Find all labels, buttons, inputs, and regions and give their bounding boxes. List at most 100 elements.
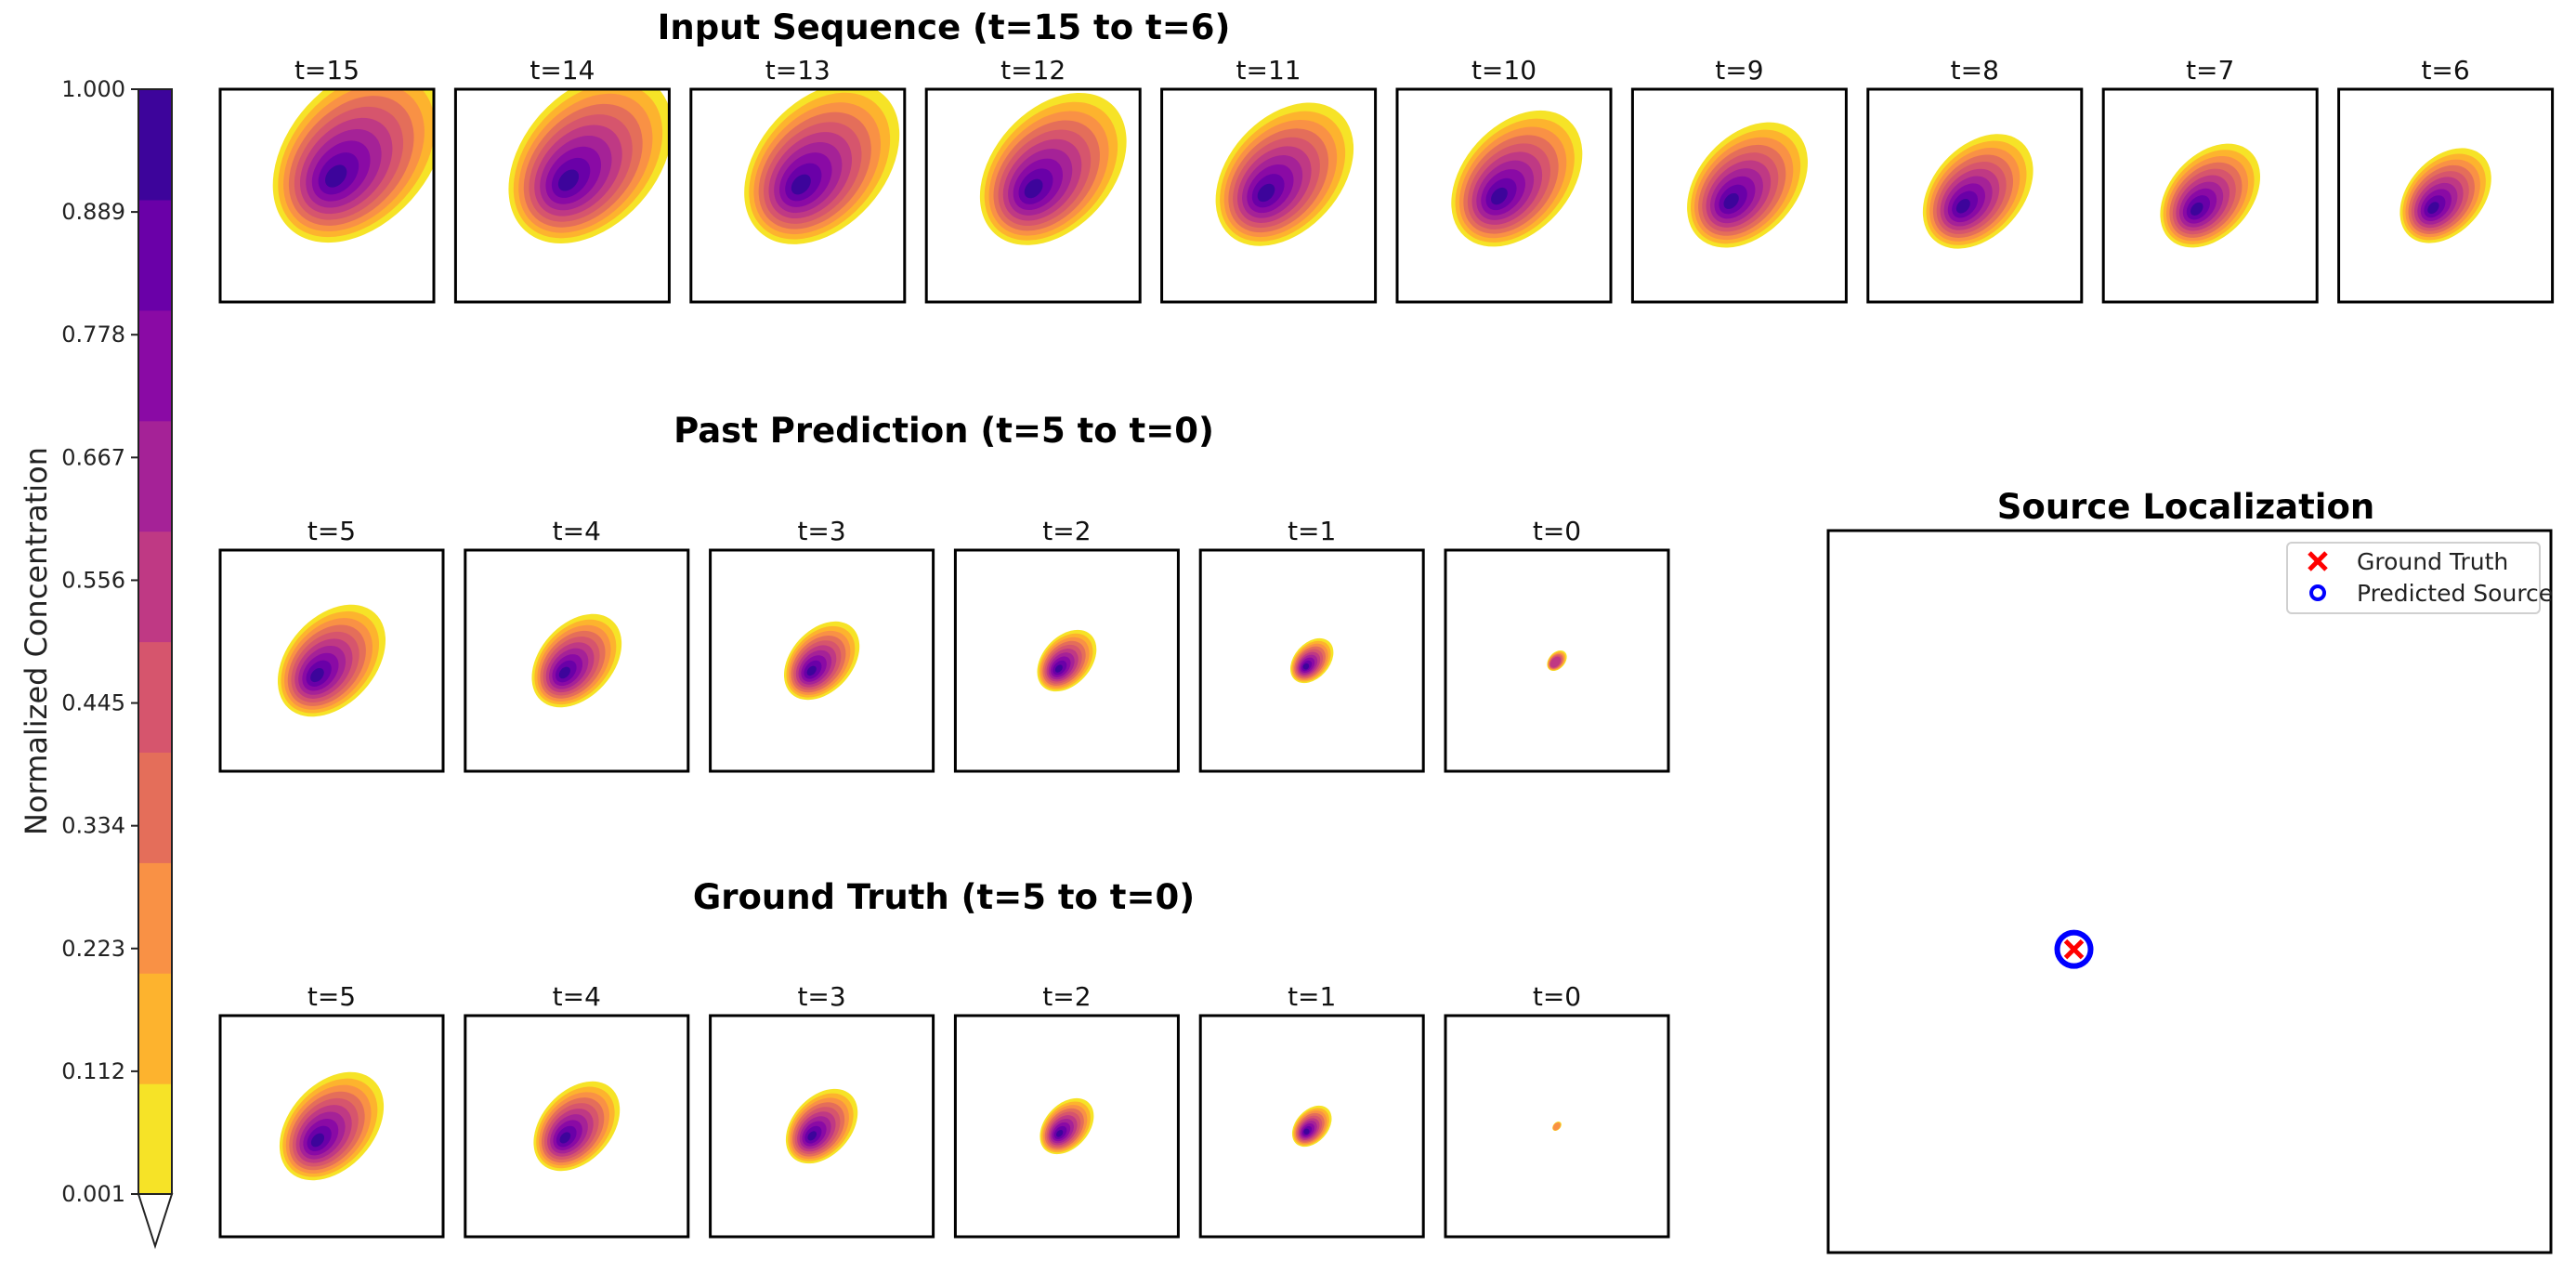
frame-border — [218, 548, 445, 773]
frame-time-label: t=13 — [765, 55, 830, 85]
input-sequence-frames: t=15 t=14 t=13 t=12 t=11 t=10 t=9 t=8 t=7 t=6 — [218, 55, 2555, 304]
contour-level — [1552, 1122, 1561, 1131]
plume-contours — [1037, 629, 1097, 692]
frame-input-t7: t=7 — [2101, 55, 2319, 304]
frame-time-label: t=2 — [1042, 981, 1091, 1012]
frame-border — [709, 548, 935, 773]
contour-level — [558, 666, 570, 679]
frame-border — [218, 87, 436, 304]
plume-contours — [2160, 143, 2261, 248]
frame-gt-t1: t=1 — [1198, 981, 1425, 1239]
frame-border — [1630, 87, 1848, 304]
frame-border — [924, 87, 1142, 304]
frame-gt-t5: t=5 — [218, 981, 445, 1239]
frame-border — [953, 1014, 1180, 1239]
frame-gt-t0: t=0 — [1444, 981, 1670, 1239]
source-localization-title: Source Localization — [1997, 487, 2374, 527]
colorbar-tick-label: 0.112 — [61, 1058, 125, 1084]
contour-level — [1024, 178, 1043, 199]
frame-input-t10: t=10 — [1395, 55, 1613, 304]
source-markers — [2054, 929, 2094, 969]
frame-border — [453, 87, 671, 304]
frame-gt-t2: t=2 — [953, 981, 1180, 1239]
past-prediction-frames: t=5 t=4 t=3 t=2 t=1 t=0 — [218, 516, 1670, 773]
ground-truth-frames: t=5 t=4 t=3 t=2 t=1 t=0 — [218, 981, 1670, 1239]
colorbar-bands — [137, 88, 173, 1195]
frame-border — [1160, 87, 1378, 304]
colorbar-band — [138, 862, 172, 974]
frame-time-label: t=6 — [2421, 55, 2469, 85]
frame-time-label: t=11 — [1236, 55, 1301, 85]
contour-level — [2190, 202, 2203, 216]
plume-contours — [785, 1088, 858, 1164]
frame-pred-t1: t=1 — [1198, 516, 1425, 773]
frame-pred-t0: t=0 — [1444, 516, 1670, 773]
plume-contours — [279, 1071, 385, 1181]
frame-time-label: t=3 — [797, 981, 845, 1012]
frame-border — [1395, 87, 1613, 304]
contour-level — [1723, 192, 1739, 209]
colorbar-band — [138, 89, 172, 201]
plume-contours — [1289, 637, 1334, 684]
legend-gt-label: Ground Truth — [2357, 548, 2508, 575]
plume-contours — [1451, 110, 1583, 247]
contour-level — [791, 174, 811, 195]
colorbar-band — [138, 309, 172, 422]
plume-contours — [1547, 650, 1567, 672]
frame-time-label: t=10 — [1471, 55, 1536, 85]
frame-input-t12: t=12 — [924, 55, 1142, 304]
frame-border — [709, 1014, 935, 1239]
frame-time-label: t=15 — [294, 55, 360, 85]
frame-border — [689, 87, 907, 304]
contour-level — [310, 667, 324, 683]
frame-border — [2101, 87, 2319, 304]
frame-input-t9: t=9 — [1630, 55, 1848, 304]
contour-level — [1054, 664, 1063, 673]
ground-truth-marker — [2063, 938, 2085, 960]
plume-contours — [744, 89, 900, 244]
ground-truth-title: Ground Truth (t=5 to t=0) — [693, 877, 1195, 917]
source-localization-axes — [1826, 529, 2553, 1254]
contour-level — [1491, 187, 1508, 205]
plume-contours — [508, 89, 670, 243]
plume-contours — [272, 89, 434, 243]
frame-time-label: t=5 — [307, 981, 356, 1012]
frame-pred-t3: t=3 — [709, 516, 935, 773]
frame-time-label: t=3 — [797, 516, 845, 546]
colorbar-tick-label: 0.334 — [61, 813, 125, 839]
colorbar-tick-label: 0.556 — [61, 567, 125, 593]
colorbar-band — [138, 1083, 172, 1195]
frame-time-label: t=0 — [1533, 981, 1581, 1012]
frame-pred-t5: t=5 — [218, 516, 445, 773]
colorbar-min-extend — [137, 1193, 174, 1250]
contour-level — [1550, 656, 1562, 668]
frame-border — [2337, 87, 2555, 304]
plume-contours — [1291, 1105, 1332, 1148]
plume-contours — [783, 621, 860, 701]
frame-gt-t4: t=4 — [464, 981, 690, 1239]
plume-contours — [533, 1081, 621, 1172]
frame-time-label: t=8 — [1951, 55, 1999, 85]
colorbar-label: Normalized Concentration — [19, 447, 54, 835]
legend-pred-marker — [2309, 584, 2326, 601]
contour-level — [807, 1131, 817, 1141]
colorbar-tick-label: 0.778 — [61, 322, 125, 348]
contour-level — [324, 164, 347, 188]
colorbar-band — [138, 531, 172, 643]
frame-border — [1866, 87, 2084, 304]
colorbar-band — [138, 973, 172, 1084]
frame-time-label: t=0 — [1533, 516, 1581, 546]
predicted-source-marker — [2054, 929, 2094, 969]
plume-contours — [1687, 122, 1808, 248]
contour-level — [1955, 199, 1970, 214]
contour-level — [1303, 1128, 1310, 1135]
legend-pred-label: Predicted Source — [2357, 580, 2553, 607]
frame-input-t14: t=14 — [453, 55, 671, 304]
frame-time-label: t=9 — [1715, 55, 1763, 85]
frame-time-label: t=1 — [1288, 516, 1336, 546]
frame-time-label: t=4 — [553, 981, 601, 1012]
colorbar-tick-label: 0.667 — [61, 444, 125, 470]
colorbar-band — [138, 420, 172, 532]
source-localization-panel: Source Localization Ground Truth Predict… — [1826, 487, 2553, 1254]
